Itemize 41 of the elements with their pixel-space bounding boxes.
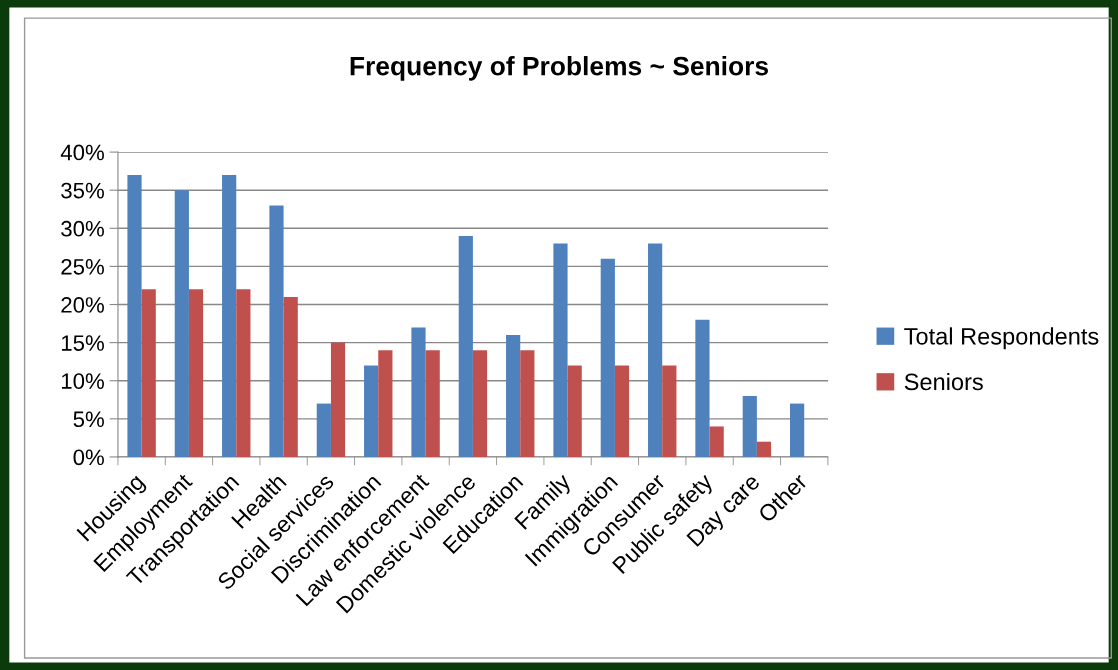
bar — [425, 350, 440, 457]
bar — [742, 395, 757, 457]
y-tick-label: 35% — [61, 182, 104, 199]
bar — [330, 342, 346, 457]
y-tick-label: 10% — [61, 373, 104, 389]
bar — [520, 350, 535, 457]
bar — [567, 365, 582, 457]
bar — [364, 365, 379, 457]
bar — [127, 174, 142, 457]
bar — [472, 350, 488, 457]
bar — [411, 327, 426, 457]
bar — [600, 258, 615, 457]
bar — [695, 319, 710, 457]
y-tick-label: 20% — [61, 297, 104, 313]
y-tick-label: 40% — [60, 144, 104, 161]
bar — [553, 243, 568, 457]
bar — [648, 243, 663, 457]
chart-title: Frequency of Problems ~ Seniors — [350, 56, 768, 81]
bar — [756, 441, 772, 457]
bar — [174, 190, 189, 457]
y-tick-label: 0% — [73, 449, 104, 466]
bar — [378, 350, 393, 457]
bar — [188, 289, 204, 457]
bar — [269, 205, 284, 457]
bar — [222, 174, 237, 457]
bar — [316, 403, 331, 457]
bar — [662, 365, 677, 457]
legend-label: Seniors — [904, 372, 983, 391]
bar — [506, 335, 521, 457]
bar — [236, 289, 251, 457]
y-tick-label: 30% — [61, 220, 104, 237]
bar — [458, 235, 473, 457]
y-tick-label: 15% — [61, 335, 104, 351]
y-tick-label: 5% — [73, 411, 104, 428]
bar — [614, 365, 630, 457]
bar — [283, 296, 298, 457]
bar — [141, 289, 156, 457]
legend-label: Total Respondents — [904, 327, 1099, 350]
y-tick-label: 25% — [61, 258, 104, 275]
bar — [790, 403, 805, 457]
bar — [709, 426, 724, 457]
